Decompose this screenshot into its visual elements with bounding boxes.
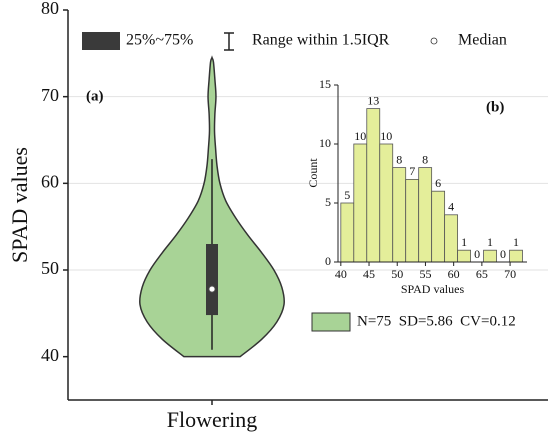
x-tick-label: 60 [448,267,460,281]
y-tick-label: 0 [325,254,331,268]
data-label: 1 [487,235,493,249]
iqr-box [206,244,218,316]
y-tick-label: 10 [319,136,331,150]
bar [483,249,497,263]
data-label: 1 [461,235,467,249]
annotation: (a) [86,88,104,104]
data-label: 1 [513,235,519,249]
stats-label: N=75 SD=5.86 CV=0.12 [357,313,516,329]
y-tick-label: 40 [41,345,59,365]
data-label: 10 [354,129,366,143]
data-label: 6 [435,176,441,190]
x-tick-label: 40 [335,267,347,281]
data-label: 8 [396,152,402,166]
x-tick-label: 45 [363,267,375,281]
bar [379,143,394,263]
legend-swatch [311,312,351,332]
y-tick-label: 70 [41,85,59,105]
data-label: 10 [380,129,392,143]
data-label: 4 [448,200,454,214]
y-tick-label: 15 [319,77,331,91]
y-tick-label: 60 [41,171,59,191]
y-axis-label: SPAD values [7,147,32,263]
data-label: 13 [367,93,379,107]
x-tick-label: 70 [504,267,516,281]
legend-symbol [224,32,234,51]
legend-swatch [82,32,120,50]
data-label: 8 [422,152,428,166]
legend-label: Range within 1.5IQR [252,32,390,49]
data-label: 7 [409,164,415,178]
median [208,285,216,293]
y-axis-label: Count [306,158,320,188]
bar [405,178,420,263]
bar [392,167,407,263]
x-tick-label: 65 [476,267,488,281]
bar [444,214,459,263]
x-tick-label: Flowering [167,407,257,432]
y-tick-label: 50 [41,258,59,278]
bar [418,167,433,263]
x-axis-label: SPAD values [401,282,465,296]
data-label: 5 [344,188,350,202]
y-tick-label: 80 [41,0,59,18]
bar [340,202,355,263]
y-tick-label: 5 [325,195,331,209]
bar [366,108,381,263]
legend-label: Median [458,32,507,49]
bar [353,143,368,263]
bar [457,249,471,263]
x-tick-label: 50 [391,267,403,281]
bar [431,190,446,263]
data-label: 0 [500,247,506,261]
data-label: 0 [474,247,480,261]
legend-label: 25%~75% [126,32,193,49]
annotation: (b) [486,99,504,115]
legend-symbol [430,37,438,45]
bar [509,249,523,263]
x-tick-label: 55 [419,267,431,281]
